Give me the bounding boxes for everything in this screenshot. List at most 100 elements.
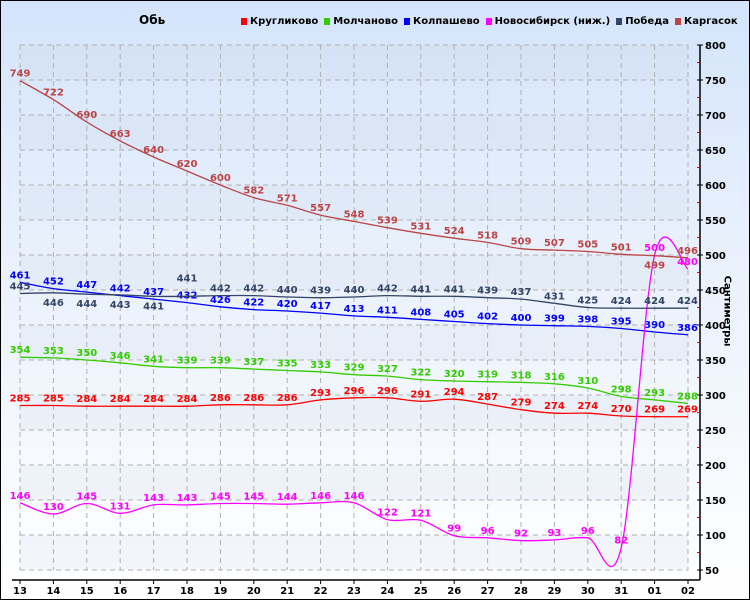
x-tick-label: 16 <box>113 586 127 597</box>
series-4: 445 446 444 443 441 441 442 442 440 439 440 442 441 4… <box>10 273 698 312</box>
data-label: 445 <box>10 282 31 293</box>
data-label: 420 <box>277 299 298 310</box>
y-tick-label: 750 <box>705 76 726 87</box>
data-label: 600 <box>210 173 231 184</box>
data-label: 288 <box>677 391 698 402</box>
data-label: 437 <box>143 287 164 298</box>
data-label: 480 <box>677 257 698 268</box>
legend-swatch <box>675 18 682 25</box>
data-label: 425 <box>577 296 598 307</box>
data-label: 500 <box>644 243 665 254</box>
data-label: 539 <box>377 216 398 227</box>
x-tick-label: 02 <box>681 586 695 597</box>
data-label: 405 <box>444 310 465 321</box>
data-label: 285 <box>10 394 31 405</box>
data-label: 390 <box>644 320 665 331</box>
data-label: 99 <box>447 524 461 535</box>
y-tick-label: 450 <box>705 286 726 297</box>
data-label: 350 <box>76 348 97 359</box>
legend-label: Молчаново <box>333 16 399 27</box>
x-tick-label: 01 <box>648 586 662 597</box>
y-tick-label: 200 <box>705 461 726 472</box>
data-label: 339 <box>210 356 231 367</box>
y-tick-label: 250 <box>705 426 726 437</box>
data-label: 354 <box>10 345 31 356</box>
data-label: 408 <box>410 307 431 318</box>
legend-item: Молчаново <box>324 16 398 27</box>
x-tick-label: 27 <box>481 586 495 597</box>
data-label: 441 <box>177 273 198 284</box>
data-label: 284 <box>76 394 97 405</box>
series-line <box>19 356 689 405</box>
data-label: 582 <box>243 186 264 197</box>
data-label: 269 <box>644 405 665 416</box>
series-0: 285 285 284 284 284 284 286 286 286 293 296 296 291 2… <box>10 386 698 418</box>
y-tick-label: 700 <box>705 111 726 122</box>
data-label: 507 <box>544 238 565 249</box>
data-label: 339 <box>177 356 198 367</box>
data-label: 424 <box>677 296 698 307</box>
legend-item: Каргасок <box>675 16 738 27</box>
data-label: 310 <box>577 376 598 387</box>
data-label: 442 <box>210 284 231 295</box>
y-tick-label: 400 <box>705 321 726 332</box>
data-label: 722 <box>43 88 64 99</box>
data-label: 279 <box>511 398 532 409</box>
y-tick-label: 600 <box>705 181 726 192</box>
data-label: 293 <box>310 388 331 399</box>
series-3: 146 130 145 131 143 143 145 145 144 146 146 122 121 9… <box>10 236 698 568</box>
x-tick-label: 17 <box>147 586 161 597</box>
data-label: 320 <box>444 369 465 380</box>
data-label: 402 <box>477 312 498 323</box>
data-label: 386 <box>677 323 698 334</box>
data-label: 501 <box>611 242 632 253</box>
data-label: 400 <box>511 313 532 324</box>
legend-swatch <box>404 18 411 25</box>
data-label: 333 <box>310 360 331 371</box>
data-label: 284 <box>110 394 131 405</box>
data-label: 329 <box>344 363 365 374</box>
data-label: 145 <box>210 492 231 503</box>
data-label: 146 <box>10 491 31 502</box>
legend: Кругликово Молчаново Колпашево Новосибирск … <box>241 16 738 27</box>
data-label: 411 <box>377 305 398 316</box>
data-label: 96 <box>581 526 595 537</box>
data-label: 496 <box>677 246 698 257</box>
data-label: 286 <box>277 393 298 404</box>
data-label: 452 <box>43 277 64 288</box>
data-label: 398 <box>577 314 598 325</box>
legend-label: Новосибирск (ниж.) <box>494 16 611 27</box>
x-tick-label: 30 <box>581 586 595 597</box>
y-tick-label: 300 <box>705 391 726 402</box>
legend-item: Колпашево <box>404 16 480 27</box>
y-tick-label: 500 <box>705 251 726 262</box>
x-tick-label: 25 <box>414 586 428 597</box>
data-label: 296 <box>377 386 398 397</box>
data-label: 571 <box>277 193 298 204</box>
data-label: 461 <box>10 270 31 281</box>
x-tick-label: 23 <box>347 586 361 597</box>
data-label: 337 <box>243 357 264 368</box>
data-label: 509 <box>511 237 532 248</box>
data-label: 346 <box>110 351 131 362</box>
legend-item: Кругликово <box>241 16 318 27</box>
y-tick-label: 50 <box>705 566 719 577</box>
data-label: 557 <box>310 203 331 214</box>
data-label: 505 <box>577 240 598 251</box>
data-label: 143 <box>177 493 198 504</box>
data-label: 440 <box>344 285 365 296</box>
data-label: 131 <box>110 501 131 512</box>
series-line <box>19 236 689 568</box>
data-label: 353 <box>43 346 64 357</box>
y-tick-label: 650 <box>705 146 726 157</box>
legend-label: Кругликово <box>250 16 319 27</box>
data-label: 417 <box>310 301 331 312</box>
data-label: 446 <box>43 298 64 309</box>
data-label: 441 <box>410 284 431 295</box>
data-label: 284 <box>177 394 198 405</box>
x-tick-label: 14 <box>46 586 60 597</box>
data-label: 444 <box>76 299 97 310</box>
data-label: 442 <box>243 284 264 295</box>
legend-swatch <box>241 18 247 25</box>
